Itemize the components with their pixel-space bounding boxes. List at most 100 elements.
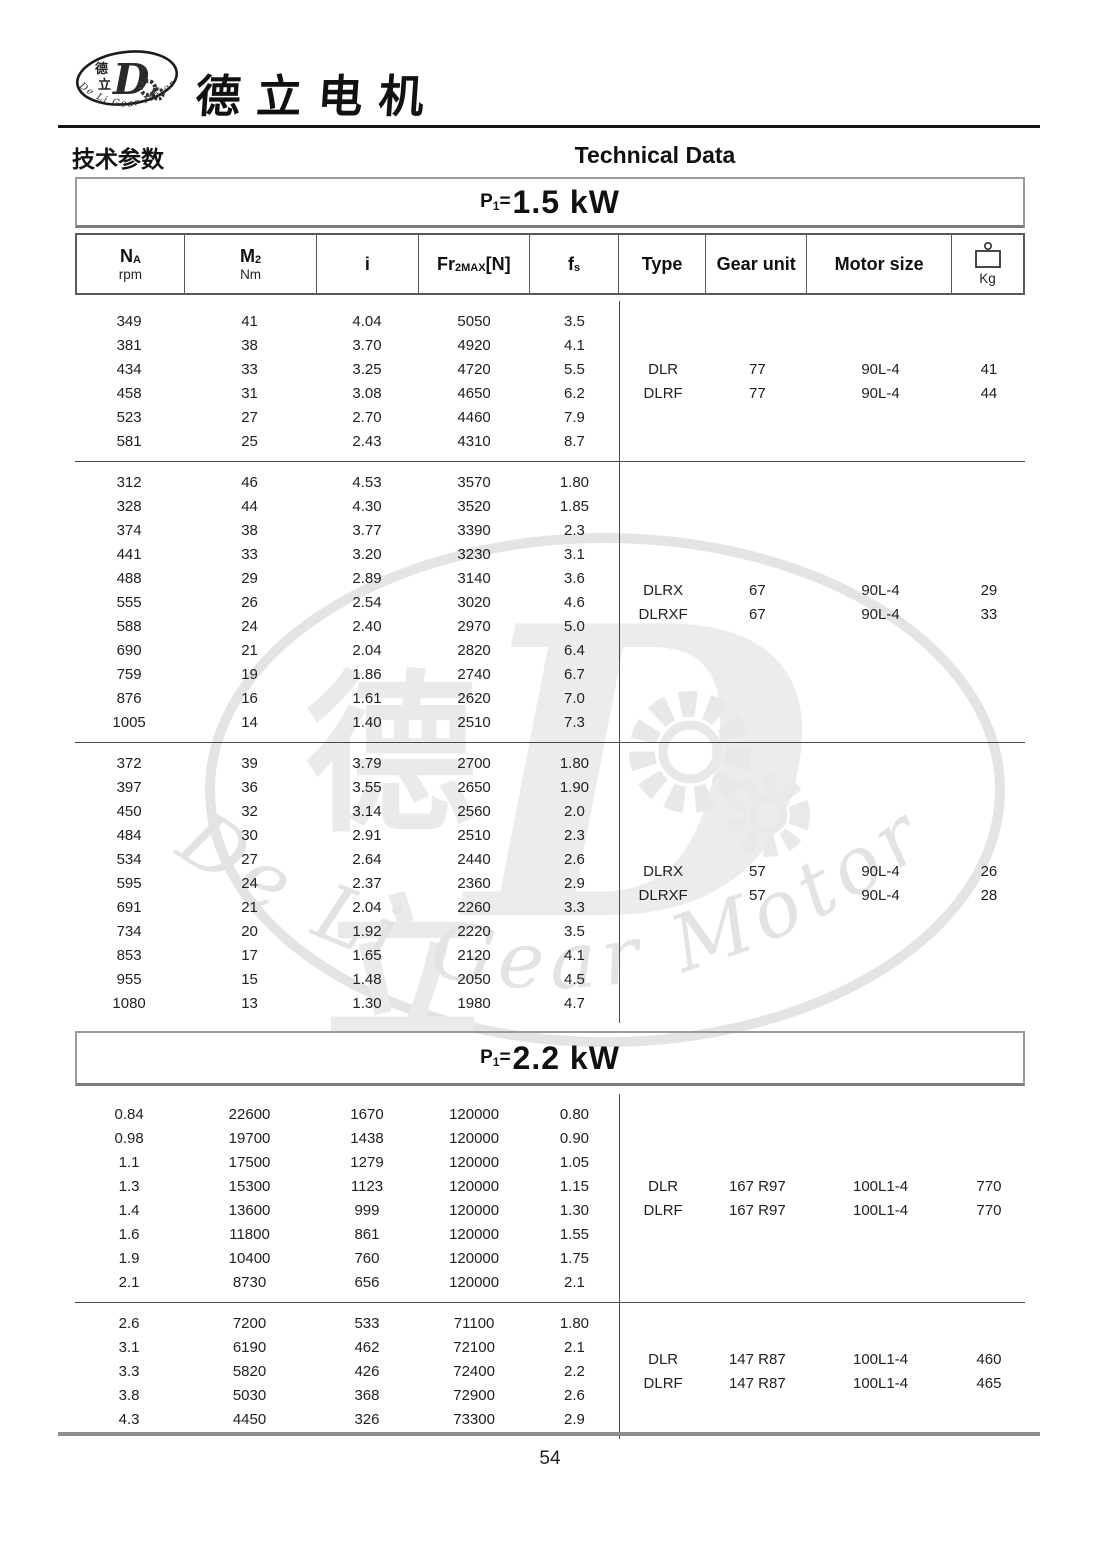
data-cell: 3.3 <box>563 898 585 916</box>
table-row: 1.9 10400 760 120000 1.75 <box>75 1246 619 1270</box>
data-cell: 29 <box>241 569 258 587</box>
data-cell: 4310 <box>457 432 491 450</box>
power-value: 1.5 kW <box>512 183 620 220</box>
data-cell: 484 <box>116 826 142 844</box>
type-info-group: DLRX 67 90L-4 29 DLRXF 67 90L-4 33 <box>618 462 1025 742</box>
data-cell: 38 <box>241 521 258 539</box>
data-cell: 15300 <box>228 1177 271 1195</box>
col-header-fs: fs <box>530 235 620 293</box>
data-cell: 1080 <box>112 994 146 1012</box>
data-cell: 0.90 <box>559 1129 590 1147</box>
data-cell: 5.5 <box>563 360 585 378</box>
data-cell: 450 <box>116 802 142 820</box>
info-cell: 90L-4 <box>861 384 900 402</box>
data-cell: 328 <box>116 497 142 515</box>
data-cell: 1.40 <box>352 713 382 731</box>
data-cell: 0.98 <box>114 1129 144 1147</box>
type-info-rows: DLR 77 90L-4 41 DLRF 77 90L-4 44 <box>620 357 1025 405</box>
table-row-info: DLRF 77 90L-4 44 <box>620 381 1025 405</box>
info-cell: 77 <box>748 360 766 378</box>
data-cell: 24 <box>241 874 258 892</box>
data-cell: 690 <box>116 641 142 659</box>
data-cell: 6190 <box>232 1338 267 1356</box>
data-cell: 21 <box>241 641 258 659</box>
data-cell: 2.6 <box>118 1314 140 1332</box>
data-cell: 523 <box>116 408 142 426</box>
data-cell: 38 <box>241 336 258 354</box>
data-cell: 1279 <box>350 1153 384 1171</box>
col-header-gear-unit: Gear unit <box>706 235 808 293</box>
data-cell: 1.80 <box>559 754 590 772</box>
power-section-title-1: P1= 1.5 kW <box>75 177 1025 228</box>
table-block: 0.84 22600 1670 120000 0.80 0.98 19700 1438 1200… <box>75 1094 1025 1302</box>
type-info-group: DLRX 57 90L-4 26 DLRXF 57 90L-4 28 <box>618 743 1025 1023</box>
data-cell: 6.4 <box>563 641 585 659</box>
subheader-english: Technical Data <box>574 142 736 168</box>
data-cell: 1.85 <box>559 497 590 515</box>
data-cell: 3.5 <box>563 922 585 940</box>
brand-name: 德立电机 <box>193 71 442 122</box>
data-cell: 3.55 <box>352 778 382 796</box>
info-cell: 100L1-4 <box>852 1201 909 1219</box>
data-cell: 19700 <box>228 1129 271 1147</box>
data-cell: 2260 <box>457 898 491 916</box>
data-cell: 20 <box>241 922 258 940</box>
data-cell: 581 <box>116 432 142 450</box>
data-cell: 71100 <box>453 1314 495 1332</box>
data-cell: 3.08 <box>352 384 382 402</box>
col-header-m2: M2 Nm <box>185 235 318 293</box>
data-cell: 2.37 <box>352 874 382 892</box>
info-cell: DLRF <box>643 384 683 402</box>
data-cell: 120000 <box>449 1177 500 1195</box>
info-cell: 90L-4 <box>861 605 900 623</box>
data-cell: 120000 <box>449 1249 500 1267</box>
data-cell: 0.84 <box>114 1105 144 1123</box>
data-cell: 21 <box>241 898 258 916</box>
data-cell: 2510 <box>457 826 491 844</box>
data-cell: 2740 <box>457 665 491 683</box>
data-cell: 4.53 <box>352 473 382 491</box>
header-rule <box>58 125 1040 128</box>
table-row: 434 33 3.25 4720 5.5 <box>75 357 619 381</box>
data-cell: 534 <box>116 850 142 868</box>
data-cell: 2.3 <box>563 521 585 539</box>
table-block: 372 39 3.79 2700 1.80 397 36 3.55 2650 1.90 450 32 3… <box>75 742 1025 1023</box>
data-cell: 6.2 <box>563 384 585 402</box>
info-cell: 57 <box>748 862 766 880</box>
data-cell: 3.20 <box>352 545 382 563</box>
data-cell: 44 <box>241 497 258 515</box>
data-cell: 41 <box>241 312 258 330</box>
power-label: P1= <box>480 191 511 213</box>
table-row-info: DLRX 57 90L-4 26 <box>620 859 1025 883</box>
col-header-fr2max: Fr2MAX[N] <box>419 235 531 293</box>
info-cell: 167 R97 <box>728 1201 786 1219</box>
data-cell: 4.1 <box>563 336 585 354</box>
data-cell: 955 <box>116 970 142 988</box>
data-cell: 2120 <box>457 946 491 964</box>
table-row: 484 30 2.91 2510 2.3 <box>75 823 619 847</box>
data-cell: 588 <box>116 617 142 635</box>
table-row-info: DLRX 67 90L-4 29 <box>620 578 1025 602</box>
table-row: 523 27 2.70 4460 7.9 <box>75 405 619 429</box>
info-cell: 26 <box>980 862 998 880</box>
data-cell: 349 <box>116 312 142 330</box>
data-cell: 374 <box>116 521 142 539</box>
data-cell: 372 <box>116 754 142 772</box>
logo-cjk-bottom: 立 <box>98 77 111 92</box>
data-cell: 3230 <box>457 545 491 563</box>
data-cell: 17500 <box>228 1153 271 1171</box>
column-header-row: NA rpm M2 Nm i Fr2MAX[N] fs Type Gear un… <box>75 233 1025 295</box>
data-cell: 3.6 <box>563 569 585 587</box>
data-cell: 13600 <box>228 1201 271 1219</box>
info-cell: DLR <box>648 360 679 378</box>
data-cell: 3020 <box>457 593 491 611</box>
info-cell: 77 <box>748 384 766 402</box>
data-cell: 72100 <box>453 1338 495 1356</box>
data-cell: 7.3 <box>563 713 585 731</box>
data-cell: 441 <box>116 545 142 563</box>
table-row-info: DLR 167 R97 100L1-4 770 <box>620 1174 1025 1198</box>
table-row: 450 32 3.14 2560 2.0 <box>75 799 619 823</box>
info-cell: DLR <box>648 1350 679 1368</box>
info-cell: 90L-4 <box>861 581 900 599</box>
data-cell: 2970 <box>457 617 491 635</box>
